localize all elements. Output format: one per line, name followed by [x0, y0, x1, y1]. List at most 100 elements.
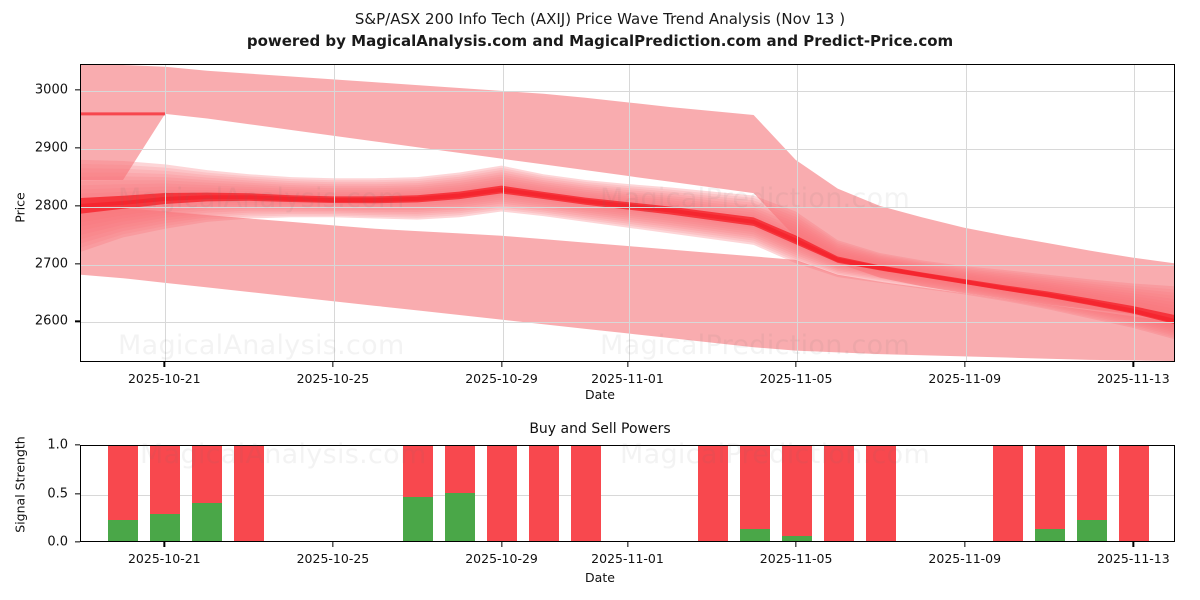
price-gridline-v — [502, 65, 504, 361]
price-x-tick-label: 2025-10-25 — [296, 371, 370, 386]
signal-bar-buy-segment — [192, 503, 223, 541]
price-x-tick-mark — [163, 362, 165, 367]
signal-bar[interactable] — [108, 446, 139, 541]
signal-x-tick-label: 2025-11-01 — [591, 551, 664, 566]
price-y-tick-label: 2800 — [34, 198, 68, 214]
price-x-axis-title: Date — [585, 387, 615, 402]
signal-plot-area — [80, 445, 1175, 542]
inner-envelope-band — [81, 159, 1174, 340]
signal-panel-title: Buy and Sell Powers — [529, 421, 671, 437]
signal-bar-sell-segment — [402, 446, 433, 498]
price-x-tick-mark — [500, 362, 503, 367]
signal-bar-buy-segment — [1076, 519, 1107, 541]
signal-bar[interactable] — [739, 446, 770, 541]
signal-x-tick-mark — [163, 542, 165, 547]
signal-bar-sell-segment — [234, 446, 265, 541]
signal-bar[interactable] — [192, 446, 223, 541]
outer-upper-band — [81, 65, 1174, 318]
signal-x-tick-mark — [626, 542, 629, 547]
signal-x-tick-label: 2025-11-13 — [1097, 551, 1170, 566]
price-y-tick-label: 2900 — [34, 140, 68, 156]
price-y-tick-mark — [75, 320, 80, 323]
price-y-tick-label: 3000 — [34, 82, 68, 98]
signal-bar-buy-segment — [739, 529, 770, 541]
signal-x-tick-label: 2025-11-09 — [928, 551, 1002, 566]
inner-wave-band-1 — [81, 168, 1174, 336]
price-x-tick-mark — [332, 362, 334, 367]
signal-bar[interactable] — [150, 446, 181, 541]
price-chart-panel: Price 2600 2700 2800 2900 3000 2025-10-21 202… — [0, 55, 1200, 402]
chart-header: S&P/ASX 200 Info Tech (AXIJ) Price Wave … — [0, 8, 1200, 52]
signal-bar-sell-segment — [1076, 446, 1107, 520]
signal-bar-sell-segment — [192, 446, 223, 504]
signal-bar-buy-segment — [1034, 529, 1065, 541]
price-gridline-v — [965, 65, 967, 361]
signal-bar[interactable] — [445, 446, 476, 541]
price-x-tick-label: 2025-10-29 — [465, 371, 538, 386]
signal-x-tick-mark — [795, 542, 797, 547]
signal-bar[interactable] — [1118, 446, 1149, 541]
price-x-tick-mark — [964, 362, 966, 367]
signal-bar[interactable] — [402, 446, 433, 541]
price-gridline-v — [628, 65, 630, 361]
signal-bar-sell-segment — [824, 446, 855, 541]
price-x-tick-mark — [626, 362, 629, 367]
signal-bar-sell-segment — [571, 446, 602, 541]
price-y-tick-mark — [75, 262, 80, 265]
signal-y-tick-mark — [75, 444, 80, 446]
signal-bar-sell-segment — [529, 446, 560, 541]
signal-y-tick-label: 1.0 — [47, 437, 68, 453]
signal-bar[interactable] — [697, 446, 728, 541]
signal-x-tick-mark — [964, 542, 966, 547]
signal-bar[interactable] — [571, 446, 602, 541]
signal-bar[interactable] — [824, 446, 855, 541]
price-gridline-v — [1134, 65, 1136, 361]
signal-x-tick-mark — [500, 542, 503, 547]
signal-x-axis-title: Date — [585, 570, 615, 585]
signal-y-tick-mark — [75, 492, 80, 495]
signal-bar[interactable] — [234, 446, 265, 541]
signal-bar[interactable] — [1076, 446, 1107, 541]
signal-bar-sell-segment — [739, 446, 770, 530]
signal-bar-sell-segment — [445, 446, 476, 493]
signal-bar[interactable] — [781, 446, 812, 541]
inner-wave-band-2 — [81, 172, 1174, 335]
signal-bar[interactable] — [992, 446, 1023, 541]
price-plot-area — [80, 64, 1175, 362]
signal-bar[interactable] — [487, 446, 518, 541]
price-y-tick-mark — [75, 147, 80, 149]
signal-y-tick-label: 0.0 — [47, 534, 68, 550]
price-x-tick-label: 2025-10-21 — [127, 371, 201, 386]
price-gridline-v — [797, 65, 799, 361]
signal-bar-sell-segment — [1118, 446, 1149, 541]
signal-bar-buy-segment — [445, 492, 476, 541]
price-y-tick-mark — [75, 89, 80, 91]
signal-bar-sell-segment — [108, 446, 139, 520]
price-gridline-v — [165, 65, 167, 361]
signal-bar[interactable] — [866, 446, 897, 541]
price-x-tick-mark — [795, 362, 797, 367]
price-gridline — [81, 322, 1174, 324]
price-x-tick-label: 2025-11-05 — [759, 371, 833, 386]
price-y-tick-label: 2600 — [34, 313, 68, 329]
signal-bar-sell-segment — [487, 446, 518, 541]
signal-chart-panel: Buy and Sell Powers Signal Strength 0.0 0… — [0, 415, 1200, 600]
signal-bar[interactable] — [1034, 446, 1065, 541]
signal-bar-buy-segment — [108, 519, 139, 541]
core-price-line — [81, 187, 1174, 323]
signal-bar-sell-segment — [1034, 446, 1065, 530]
signal-bar-buy-segment — [781, 536, 812, 541]
signal-x-tick-label: 2025-11-05 — [759, 551, 833, 566]
signal-x-tick-mark — [332, 542, 334, 547]
signal-bar[interactable] — [529, 446, 560, 541]
signal-bar-sell-segment — [992, 446, 1023, 541]
signal-bar-sell-segment — [150, 446, 181, 514]
price-gridline — [81, 264, 1174, 266]
price-gridline — [81, 148, 1174, 150]
signal-bar-buy-segment — [150, 513, 181, 541]
page-title: S&P/ASX 200 Info Tech (AXIJ) Price Wave … — [354, 10, 846, 28]
signal-x-tick-label: 2025-10-29 — [465, 551, 538, 566]
price-x-tick-label: 2025-11-01 — [591, 371, 664, 386]
price-y-tick-mark — [75, 205, 80, 207]
price-gridline-v — [333, 65, 335, 361]
